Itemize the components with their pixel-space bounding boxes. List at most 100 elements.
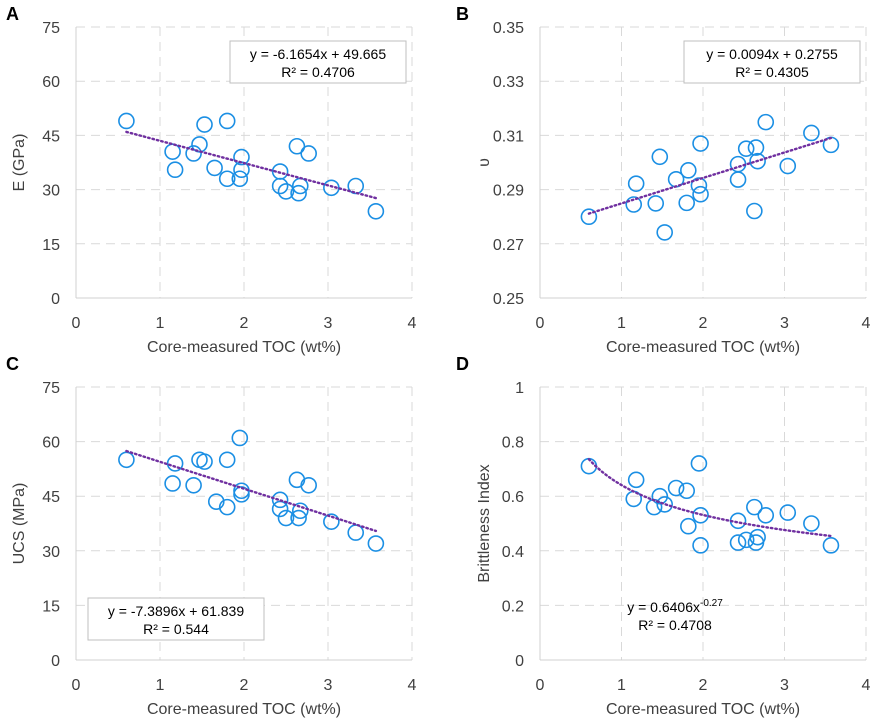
data-point: [207, 493, 225, 510]
data-point: [692, 507, 709, 524]
x-tick-label: 1: [156, 315, 165, 332]
data-point: [277, 183, 295, 200]
data-point: [690, 455, 708, 472]
data-point: [667, 479, 685, 497]
panel-b: B 0.25 0.27 0.29 0.31 0.33 0.35 0 1 2 3 …: [456, 4, 871, 356]
panel-letter: C: [6, 354, 19, 374]
y-tick-label: 0: [51, 291, 60, 308]
x-tick-label: 3: [780, 677, 789, 694]
data-point: [625, 490, 643, 508]
data-point: [627, 175, 645, 192]
y-tick-label: 0.25: [493, 291, 524, 308]
y-tick-label: 15: [42, 237, 60, 254]
data-point: [233, 148, 250, 166]
data-point: [196, 453, 213, 470]
data-point: [803, 124, 820, 142]
y-tick-label: 30: [42, 544, 60, 561]
data-point: [231, 170, 249, 188]
data-point: [779, 504, 797, 521]
x-tick-label: 3: [780, 315, 789, 332]
data-point: [288, 137, 306, 155]
x-axis-title: Core-measured TOC (wt%): [606, 339, 800, 356]
data-point: [651, 148, 669, 166]
x-tick-label: 4: [862, 677, 871, 694]
y-tick-label: 45: [42, 128, 60, 145]
y-tick-label: 0.8: [502, 435, 524, 452]
data-point: [218, 451, 236, 469]
data-point: [656, 224, 674, 241]
data-point: [218, 498, 236, 516]
x-tick-label: 3: [324, 315, 333, 332]
data-point: [749, 152, 766, 170]
r-squared-text: R² = 0.4305: [735, 64, 809, 80]
gridlines: [540, 386, 867, 660]
data-point: [757, 113, 775, 131]
y-tick-labels: 0 15 30 45 60 75: [42, 20, 60, 308]
data-point: [651, 487, 669, 505]
data-point: [690, 177, 708, 194]
data-point: [118, 451, 135, 469]
trendline: [587, 136, 833, 215]
r-squared-text: R² = 0.544: [143, 621, 209, 637]
data-point: [290, 509, 307, 527]
y-tick-label: 0.35: [493, 20, 524, 37]
y-tick-label: 15: [42, 598, 60, 615]
data-point: [625, 196, 643, 213]
equation-text: y = -6.1654x + 49.665: [250, 46, 386, 62]
x-tick-labels: 0 1 2 3 4: [536, 677, 871, 694]
y-tick-label: 0.29: [493, 183, 524, 200]
data-point: [779, 157, 797, 175]
y-tick-label: 75: [42, 380, 60, 397]
x-tick-label: 3: [324, 677, 333, 694]
data-point: [233, 482, 250, 500]
trendline: [125, 130, 378, 200]
data-point: [367, 202, 385, 220]
data-point: [288, 471, 306, 489]
x-tick-label: 0: [72, 677, 81, 694]
data-point: [164, 143, 181, 160]
axes: [75, 387, 412, 661]
equation-box-frame: [229, 40, 407, 84]
y-tick-labels: 0 0.2 0.4 0.6 0.8 1: [502, 380, 524, 670]
data-point: [680, 517, 697, 535]
y-tick-label: 0: [51, 653, 60, 670]
x-axis-title: Core-measured TOC (wt%): [147, 701, 341, 718]
y-tick-label: 0.27: [493, 237, 524, 254]
panel-letter: D: [456, 354, 469, 374]
x-tick-label: 1: [156, 677, 165, 694]
data-point: [218, 170, 236, 188]
equation-box: y = -7.3896x + 61.839 R² = 0.544: [87, 597, 265, 641]
y-tick-label: 0: [515, 653, 524, 670]
x-tick-label: 2: [240, 677, 249, 694]
data-point: [164, 475, 181, 492]
x-tick-label: 1: [617, 315, 626, 332]
data-point: [118, 112, 135, 130]
data-point: [757, 507, 775, 524]
data-point: [218, 112, 236, 130]
panel-a: A 0 15 30 45 60 75 0 1 2 3 4 Core-measur…: [6, 4, 417, 356]
data-point: [680, 162, 697, 179]
data-point: [196, 116, 213, 133]
panel-letter: B: [456, 4, 469, 24]
data-point: [729, 171, 747, 188]
data-point: [822, 537, 840, 554]
data-point: [729, 534, 747, 551]
y-tick-label: 0.33: [493, 74, 524, 91]
y-axis-title: υ: [476, 158, 493, 167]
x-tick-label: 2: [240, 315, 249, 332]
data-point: [231, 429, 249, 447]
data-point: [291, 502, 309, 520]
axes: [75, 27, 412, 299]
x-tick-label: 2: [699, 677, 708, 694]
data-point: [746, 202, 763, 220]
data-point: [166, 455, 184, 472]
y-tick-labels: 0.25 0.27 0.29 0.31 0.33 0.35: [493, 20, 524, 308]
equation-box-frame: [683, 40, 861, 84]
y-tick-label: 0.2: [502, 598, 524, 615]
equation-box-frame: [87, 597, 265, 641]
data-point: [271, 491, 289, 509]
equation-base: y = 0.6406x: [627, 599, 700, 615]
x-tick-label: 4: [408, 677, 417, 694]
panel-d: D 0 0.2 0.4 0.6 0.8 1 0 1 2 3 4 Core-mea…: [456, 354, 871, 718]
axes: [539, 387, 866, 661]
